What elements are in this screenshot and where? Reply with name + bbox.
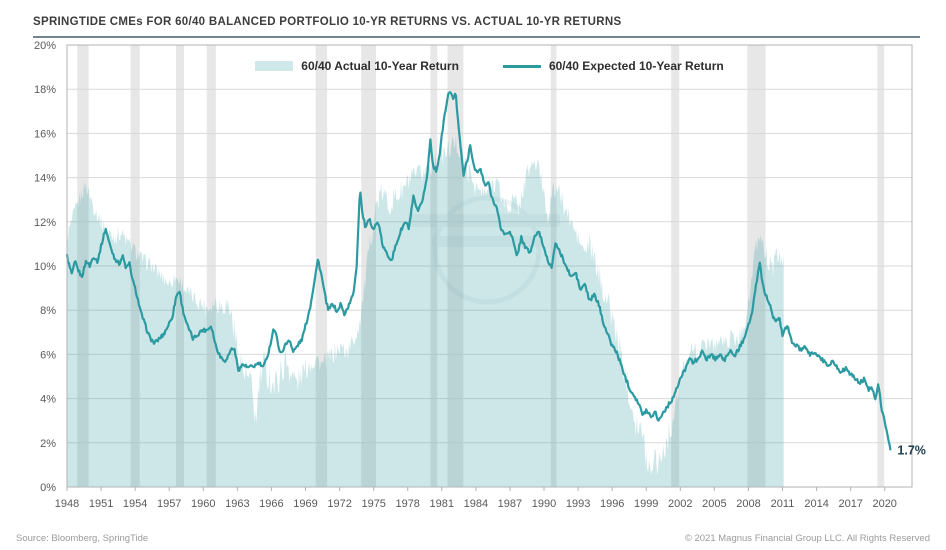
x-axis-label: 1948 <box>55 498 79 510</box>
x-axis-label: 2002 <box>668 498 692 510</box>
x-axis-labels: 1948 1951 1954 1957 1960 1963 1966 1969 1972 1975… <box>55 498 897 510</box>
x-axis-label: 2011 <box>771 498 795 510</box>
x-axis-label: 1972 <box>327 498 351 510</box>
x-axis-label: 1954 <box>123 498 147 510</box>
x-axis-label: 1951 <box>89 498 113 510</box>
x-axis-label: 1996 <box>600 498 624 510</box>
x-axis-label: 1969 <box>293 498 317 510</box>
x-axis-ticks <box>66 487 886 491</box>
x-axis-label: 2014 <box>804 498 828 510</box>
y-axis-label: 12% <box>34 217 56 229</box>
source-text: Source: Bloomberg, SpringTide <box>16 533 149 544</box>
x-axis-label: 1999 <box>634 498 658 510</box>
y-axis-label: 20% <box>34 40 56 52</box>
y-axis-label: 18% <box>34 84 56 96</box>
x-axis-label: 2008 <box>736 498 760 510</box>
x-axis-label: 1957 <box>157 498 181 510</box>
x-axis-label: 2020 <box>872 498 896 510</box>
y-axis-label: 4% <box>40 394 56 406</box>
actual-area-path <box>67 133 784 487</box>
copyright-text: © 2021 Magnus Financial Group LLC. All R… <box>684 533 930 544</box>
expected-line-path <box>65 91 892 451</box>
x-axis-label: 1984 <box>464 498 488 510</box>
y-axis-labels: 0% 2% 4% 6% 8% 10% 12% 14% 16% 18% 20% <box>34 40 56 494</box>
x-axis-label: 1960 <box>191 498 215 510</box>
x-axis-label: 1966 <box>259 498 283 510</box>
x-axis-label: 1978 <box>395 498 419 510</box>
x-axis-label: 1975 <box>361 498 385 510</box>
x-axis-label: 1990 <box>532 498 556 510</box>
x-axis-label: 1963 <box>225 498 249 510</box>
y-axis-label: 14% <box>34 173 56 185</box>
y-axis-label: 10% <box>34 261 56 273</box>
x-axis-label: 1981 <box>430 498 454 510</box>
x-axis-label: 1987 <box>498 498 522 510</box>
watermark <box>408 195 560 305</box>
plot-border <box>66 44 913 488</box>
x-axis-label: 2005 <box>702 498 726 510</box>
y-axis-label: 2% <box>40 438 56 450</box>
x-axis-label: 2017 <box>838 498 862 510</box>
y-axis-label: 6% <box>40 349 56 361</box>
title-underline-rule <box>33 36 920 38</box>
chart-title: SPRINGTIDE CMEs FOR 60/40 BALANCED PORTF… <box>33 16 622 28</box>
y-axis-label: 16% <box>34 128 56 140</box>
y-axis-label: 0% <box>40 482 56 494</box>
x-axis-label: 1993 <box>566 498 590 510</box>
annotation-value: 1.7% <box>897 443 926 457</box>
y-axis-label: 8% <box>40 305 56 317</box>
